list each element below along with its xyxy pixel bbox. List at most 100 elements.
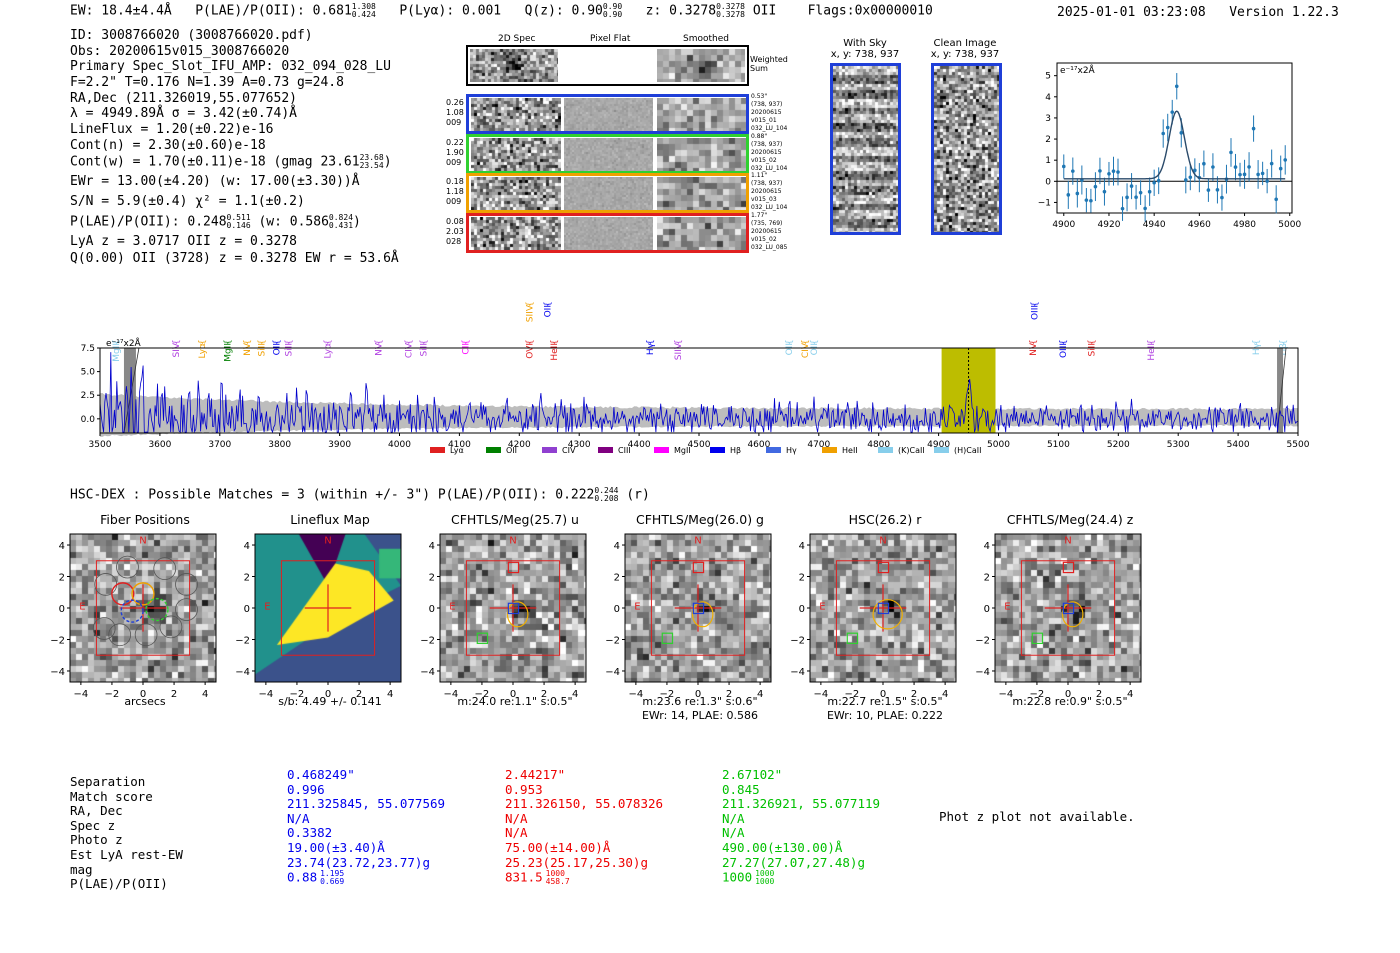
cutout-x-tick-label: 0 [880, 689, 886, 700]
legend-swatch [486, 447, 501, 453]
zoom-data-point [1071, 169, 1075, 173]
info-radec: RA,Dec (211.326019,55.077652) [70, 90, 297, 106]
with-sky-image [830, 63, 901, 235]
spec-row-right-value: v015_01 [751, 117, 777, 124]
with-sky-label: With Sky [843, 38, 887, 49]
north-label: N [879, 535, 886, 546]
spectral-line-name: SiII [419, 343, 429, 357]
cutout-y-tick-label: 0 [59, 604, 65, 615]
spec-row-right-value: 20200615 [751, 109, 782, 116]
spectral-line-label: SiII{ [285, 339, 295, 356]
match-value: 211.325845, 55.077569 [287, 796, 446, 812]
north-label: N [694, 535, 701, 546]
match-value: 490.00(±130.00)Å [722, 839, 843, 855]
cutout-x-tick-label: 2 [911, 689, 917, 700]
spectral-line-label: Hγ{ [1252, 339, 1262, 355]
cutout-x-tick-label: 2 [726, 689, 732, 700]
spec-row-left-value: 1.90 [446, 147, 464, 157]
legend-label: Hγ [786, 446, 797, 455]
zoom-y-tick-label: 2 [1045, 135, 1051, 145]
spectral-line-label: SiII{ [419, 339, 429, 356]
spec-row-1 [466, 94, 749, 134]
header-right: 2025-01-01 03:23:08 Version 1.22.3 [1057, 5, 1339, 20]
spectral-line-bracket: { [273, 339, 283, 345]
spectral-line-bracket: { [404, 339, 414, 345]
zoom-y-tick-label: −1 [1038, 198, 1051, 208]
spec-row-right-info: 0.53" (738, 937) 20200615 v015_01 032_LU_104 [751, 93, 787, 133]
north-label: N [139, 535, 146, 546]
zoom-data-point [1093, 184, 1098, 189]
info-plae-w-lo: 0.431 [328, 220, 354, 230]
spec-row-left-stats: 0.08 2.03 028 [446, 217, 464, 247]
cutout-y-tick-label: 2 [429, 573, 435, 584]
legend-label: MgII [674, 446, 691, 455]
weighted-2d-image [470, 49, 558, 82]
match-value: 23.74(23.72,23.77)g [287, 854, 430, 870]
cutout-panel: 4 2 0 −2 −4 −4 −2 0 2 4 N E [235, 533, 402, 700]
spec-row-right-value: 0.53" [751, 93, 768, 100]
cutout-subtitle: m:22.8 re:0.9" s:0.5" [1012, 695, 1128, 708]
cutout-x-tick-label: −2 [660, 689, 675, 700]
spec-row-right-value: 032_LU_085 [751, 243, 788, 251]
cutout-y-tick-label: 4 [59, 541, 65, 552]
cutout-y-tick-label: 0 [984, 604, 990, 615]
fiber-circle [175, 573, 198, 596]
spec-row-left-value: 0.18 [446, 177, 464, 186]
zoom-data-point [1206, 188, 1211, 192]
east-label: E [1004, 602, 1010, 613]
spectral-line-name: SIIV [525, 304, 535, 322]
spectral-line-bracket: { [1029, 339, 1039, 345]
spectral-line-name: SiII [258, 343, 268, 357]
header-qz-hi: 0.90 [602, 2, 623, 11]
header-z-line: OII [752, 3, 777, 19]
spec-row-2 [466, 133, 749, 174]
flux-series-line [99, 352, 1299, 434]
cutout-y-tick-label: −2 [235, 635, 250, 646]
match-value: 0.996 [287, 781, 325, 797]
zoom-data-point [1247, 165, 1251, 169]
detection-info: ID: 3008766020 (3008766020.pdf) Obs: 202… [70, 28, 399, 266]
zoom-data-point [1265, 179, 1269, 183]
spec-row-pixel-flat [564, 177, 653, 210]
spectral-line-name: OIII [1030, 305, 1040, 320]
hsc-band: (r) [626, 487, 650, 503]
cutout-x-tick-label: 2 [171, 689, 177, 700]
spec-row-right-value: 032_LU_104 [751, 125, 788, 132]
zoom-x-tick-label: 4920 [1098, 220, 1121, 230]
zoom-data-point [1089, 198, 1093, 203]
spectral-line-name: Lyα [324, 343, 334, 359]
north-label: N [324, 535, 331, 546]
spec-row-right-value: (738, 937) [751, 140, 783, 148]
match-plae: 831.5 1000 458.7 [505, 870, 663, 886]
spec-row-2d-image [471, 98, 561, 131]
cutout-y-tick-label: 4 [244, 541, 250, 552]
info-contn: Cont(n) = 2.30(±0.60)e-18 [70, 137, 266, 153]
spectral-line-bracket: { [801, 339, 811, 345]
spectral-line-bracket: { [224, 339, 234, 345]
spec-row-left-stats: 0.22 1.90 009 [446, 138, 464, 168]
cutout-y-tick-label: 2 [984, 573, 990, 584]
spectral-line-label: HeII{ [1147, 339, 1157, 360]
zoom-x-tick-label: 5000 [1278, 220, 1301, 230]
match-value: N/A [505, 810, 528, 826]
zoom-data-point [1102, 189, 1107, 194]
cutout-y-tick-label: −4 [50, 667, 65, 678]
spectral-line-bracket: { [172, 339, 182, 345]
spectral-line-label: NV{ [243, 339, 253, 356]
spec-row-pixel-flat [564, 216, 653, 250]
spectral-line-label: OII{ [810, 339, 820, 355]
header-ew: EW: 18.4±4.4Å [70, 3, 172, 19]
cutout-y-tick-label: 2 [799, 573, 805, 584]
info-lya: LyA z = 3.0717 OII z = 0.3278 [70, 233, 297, 249]
zoom-x-tick-label: 4940 [1143, 220, 1166, 230]
info-plae-lo: 0.146 [226, 220, 251, 230]
spec-row-right-value: 032_LU_104 [751, 204, 788, 211]
cutout-x-tick-label: 2 [541, 689, 547, 700]
match-marker-red [1062, 561, 1075, 574]
spec-row-2d-image [471, 137, 561, 171]
spectral-line-bracket: { [1030, 301, 1040, 307]
north-label: N [509, 535, 516, 546]
aperture-ellipse [872, 599, 903, 630]
cutout-x-tick-label: 0 [1065, 689, 1071, 700]
match-column-2: 2.44217" 0.953 211.326150, 55.078326 N/A N/A… [505, 767, 663, 886]
